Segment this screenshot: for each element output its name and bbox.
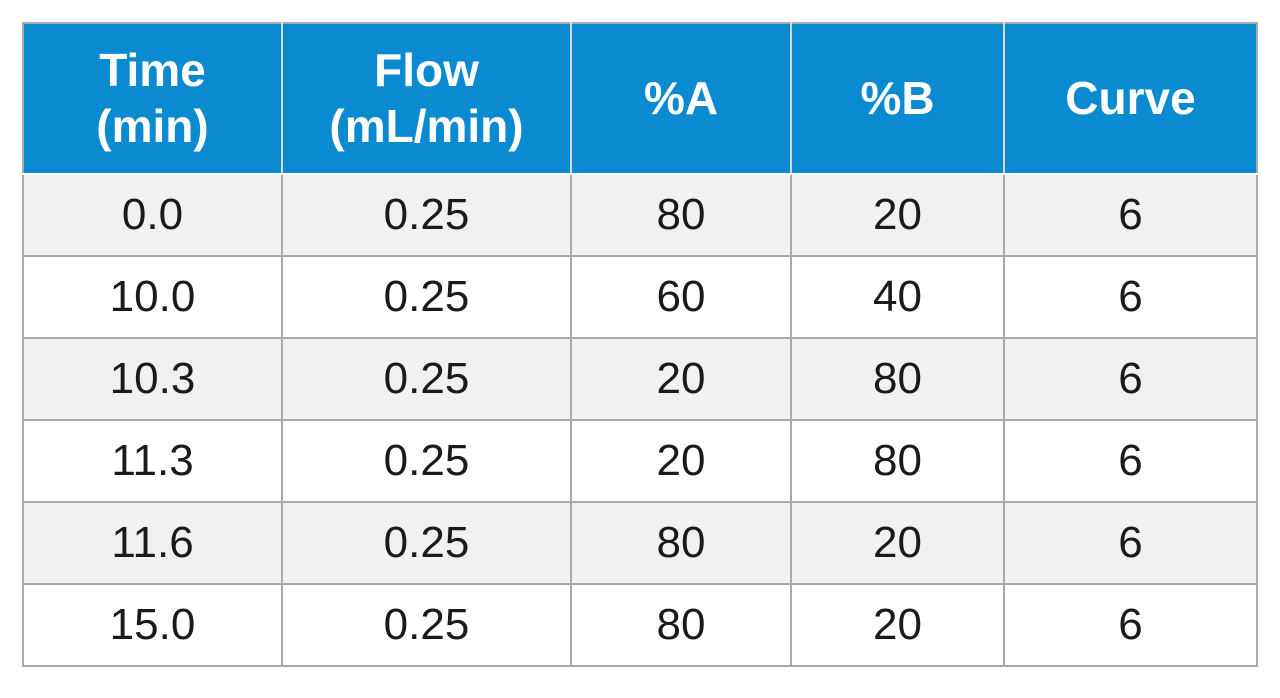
cell-curve: 6 — [1003, 173, 1258, 257]
cell-percent-a: 20 — [570, 419, 792, 503]
table-row: 10.3 0.25 20 80 6 — [22, 337, 1258, 421]
cell-flow: 0.25 — [281, 583, 572, 667]
table-row: 15.0 0.25 80 20 6 — [22, 583, 1258, 667]
cell-percent-a: 60 — [570, 255, 792, 339]
gradient-table-container: Time (min) Flow (mL/min) %A %B Curve — [22, 22, 1258, 667]
cell-curve: 6 — [1003, 337, 1258, 421]
cell-curve: 6 — [1003, 255, 1258, 339]
cell-flow: 0.25 — [281, 337, 572, 421]
table-header: Time (min) Flow (mL/min) %A %B Curve — [22, 22, 1258, 175]
header-flow: Flow (mL/min) — [281, 22, 572, 175]
table-body: 0.0 0.25 80 20 6 10.0 0.25 60 40 6 10.3 … — [22, 173, 1258, 667]
cell-percent-a: 80 — [570, 173, 792, 257]
table-row: 11.6 0.25 80 20 6 — [22, 501, 1258, 585]
cell-percent-b: 20 — [790, 173, 1005, 257]
cell-flow: 0.25 — [281, 501, 572, 585]
cell-percent-a: 80 — [570, 501, 792, 585]
cell-time: 11.3 — [22, 419, 283, 503]
cell-time: 0.0 — [22, 173, 283, 257]
header-time-unit: (min) — [96, 99, 209, 152]
cell-percent-a: 80 — [570, 583, 792, 667]
cell-percent-b: 80 — [790, 419, 1005, 503]
cell-curve: 6 — [1003, 501, 1258, 585]
gradient-table: Time (min) Flow (mL/min) %A %B Curve — [22, 22, 1258, 667]
cell-time: 11.6 — [22, 501, 283, 585]
header-time: Time (min) — [22, 22, 283, 175]
cell-time: 10.3 — [22, 337, 283, 421]
header-percent-b: %B — [790, 22, 1005, 175]
cell-flow: 0.25 — [281, 419, 572, 503]
cell-time: 15.0 — [22, 583, 283, 667]
header-curve: Curve — [1003, 22, 1258, 175]
cell-percent-b: 80 — [790, 337, 1005, 421]
cell-time: 10.0 — [22, 255, 283, 339]
cell-flow: 0.25 — [281, 255, 572, 339]
header-percent-a: %A — [570, 22, 792, 175]
header-curve-label: Curve — [1065, 71, 1196, 124]
cell-percent-b: 20 — [790, 501, 1005, 585]
cell-curve: 6 — [1003, 419, 1258, 503]
header-percent-a-label: %A — [643, 71, 719, 124]
header-row: Time (min) Flow (mL/min) %A %B Curve — [22, 22, 1258, 175]
table-row: 10.0 0.25 60 40 6 — [22, 255, 1258, 339]
cell-percent-a: 20 — [570, 337, 792, 421]
header-flow-label: Flow — [374, 44, 479, 97]
header-percent-b-label: %B — [860, 71, 935, 124]
cell-curve: 6 — [1003, 583, 1258, 667]
cell-percent-b: 40 — [790, 255, 1005, 339]
header-time-label: Time — [99, 44, 206, 97]
table-row: 11.3 0.25 20 80 6 — [22, 419, 1258, 503]
table-row: 0.0 0.25 80 20 6 — [22, 173, 1258, 257]
cell-percent-b: 20 — [790, 583, 1005, 667]
cell-flow: 0.25 — [281, 173, 572, 257]
header-flow-unit: (mL/min) — [329, 99, 524, 152]
